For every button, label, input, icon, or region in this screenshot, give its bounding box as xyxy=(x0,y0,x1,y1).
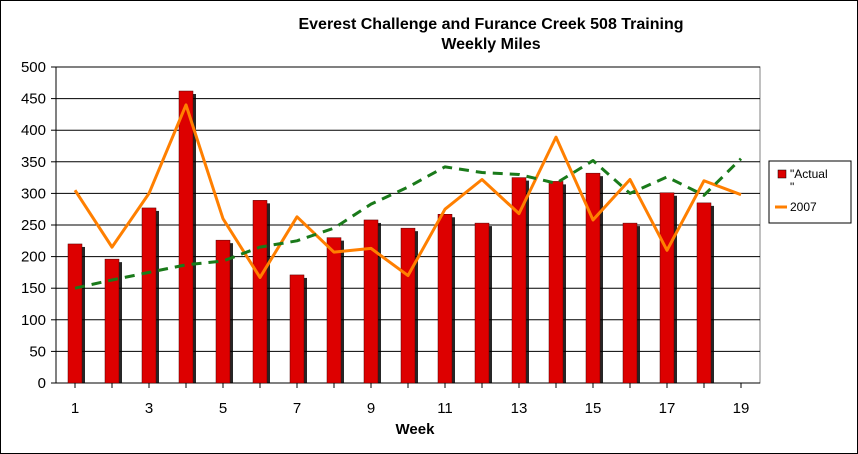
x-tick-label: 15 xyxy=(585,400,602,417)
x-tick-label: 13 xyxy=(511,400,528,417)
legend-label-actual: "Actual xyxy=(790,167,828,181)
line-series xyxy=(73,103,743,290)
bar xyxy=(437,214,453,384)
y-tick-label: 450 xyxy=(21,91,46,108)
bar xyxy=(585,172,601,384)
x-tick-label: 19 xyxy=(733,400,750,417)
y-tick-label: 250 xyxy=(21,217,46,234)
bar xyxy=(622,222,638,384)
y-tick-label: 400 xyxy=(21,122,46,139)
x-axis-ticks: 1 3 5 7 9 11 13 15 17 19 xyxy=(71,383,750,417)
bar xyxy=(696,202,712,384)
bar xyxy=(178,90,194,384)
chart-title-line: Weekly Miles xyxy=(441,36,540,53)
x-tick-label: 1 xyxy=(71,400,79,417)
x-tick-label: 11 xyxy=(437,400,453,417)
series-line-2007 xyxy=(73,103,742,279)
legend-label-2007: 2007 xyxy=(790,200,817,214)
chart-title-line: Everest Challenge and Furance Creek 508 … xyxy=(298,16,683,33)
bar-series xyxy=(67,90,714,384)
trend-line-dashed xyxy=(74,157,743,290)
bar xyxy=(67,243,83,384)
bar xyxy=(548,181,564,384)
y-tick-label: 150 xyxy=(21,280,46,297)
x-tick-label: 7 xyxy=(293,400,301,417)
bar xyxy=(400,227,416,384)
x-tick-label: 5 xyxy=(219,400,227,417)
y-tick-label: 100 xyxy=(21,312,46,329)
bar xyxy=(474,222,490,384)
bar xyxy=(659,192,675,384)
gridlines xyxy=(55,66,760,384)
bar xyxy=(289,274,305,384)
y-axis-ticks: 0 50 100 150 200 250 300 350 400 450 500 xyxy=(21,59,56,392)
bar xyxy=(363,219,379,384)
x-tick-label: 3 xyxy=(145,400,153,417)
y-tick-label: 200 xyxy=(21,249,46,266)
legend-label-actual: " xyxy=(790,180,794,194)
bar xyxy=(252,200,268,384)
legend-swatch-actual xyxy=(777,169,787,179)
x-axis-title: Week xyxy=(396,421,436,438)
legend: "Actual" 2007 xyxy=(768,160,852,224)
y-tick-label: 300 xyxy=(21,185,46,202)
chart-title: Everest Challenge and Furance Creek 508 … xyxy=(298,16,683,53)
y-tick-label: 50 xyxy=(29,343,46,360)
bar xyxy=(326,237,342,384)
bar xyxy=(141,207,157,384)
x-tick-label: 17 xyxy=(659,400,676,417)
x-tick-label: 9 xyxy=(367,400,375,417)
y-tick-label: 350 xyxy=(21,154,46,171)
y-tick-label: 0 xyxy=(38,375,46,392)
y-tick-label: 500 xyxy=(21,59,46,76)
